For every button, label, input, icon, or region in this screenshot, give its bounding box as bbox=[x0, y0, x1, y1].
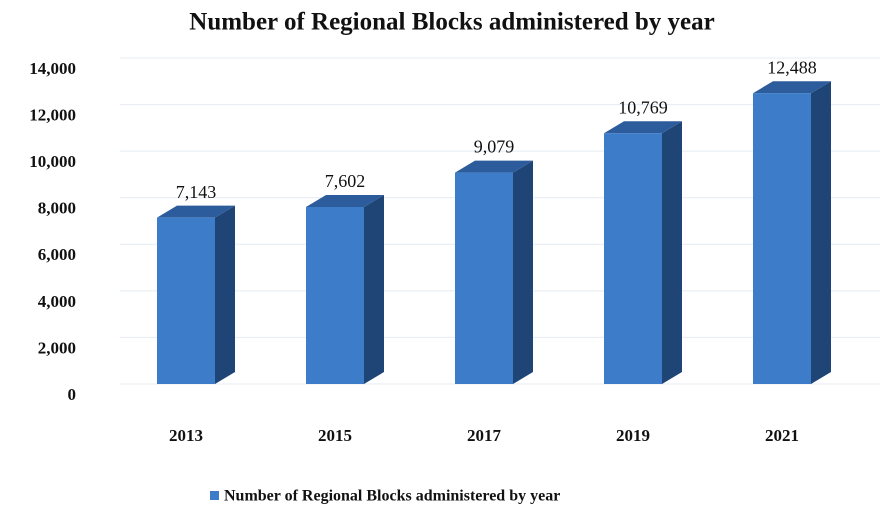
bar-side bbox=[662, 121, 682, 384]
bar bbox=[157, 217, 215, 384]
y-tick-label: 4,000 bbox=[38, 292, 76, 311]
value-label: 9,079 bbox=[474, 137, 515, 157]
y-tick-label: 12,000 bbox=[29, 105, 76, 124]
bar-top bbox=[455, 160, 533, 173]
y-tick-label: 2,000 bbox=[38, 338, 76, 357]
bar bbox=[753, 93, 811, 384]
y-tick-label: 0 bbox=[68, 385, 77, 404]
bar bbox=[306, 206, 364, 384]
legend-label: Number of Regional Blocks administered b… bbox=[224, 488, 560, 505]
legend-swatch bbox=[210, 491, 219, 500]
bar bbox=[455, 172, 513, 384]
bar bbox=[604, 133, 662, 384]
chart-title: Number of Regional Blocks administered b… bbox=[189, 9, 714, 36]
value-label: 7,143 bbox=[176, 182, 217, 202]
bar-side bbox=[215, 205, 235, 384]
bar-side bbox=[513, 160, 533, 384]
bar-top bbox=[604, 121, 682, 134]
value-label: 7,602 bbox=[325, 171, 366, 191]
bar-side bbox=[364, 194, 384, 384]
y-tick-label: 8,000 bbox=[38, 199, 76, 218]
x-tick-label: 2013 bbox=[169, 426, 203, 445]
x-tick-label: 2017 bbox=[467, 426, 502, 445]
bar-top bbox=[306, 194, 384, 207]
bar-top bbox=[157, 205, 235, 218]
value-label: 10,769 bbox=[618, 97, 668, 117]
y-tick-label: 10,000 bbox=[29, 152, 76, 171]
x-tick-label: 2015 bbox=[318, 426, 352, 445]
x-tick-label: 2019 bbox=[616, 426, 650, 445]
bar-top bbox=[753, 81, 831, 94]
y-tick-label: 6,000 bbox=[38, 245, 76, 264]
x-tick-label: 2021 bbox=[765, 426, 799, 445]
y-tick-label: 14,000 bbox=[29, 59, 76, 78]
bar-side bbox=[811, 81, 831, 384]
value-label: 12,488 bbox=[767, 57, 817, 77]
